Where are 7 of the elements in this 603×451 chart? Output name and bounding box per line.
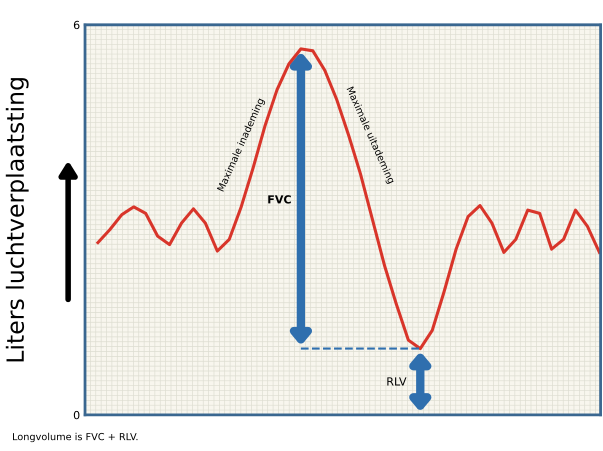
text: Longvolume is FVC + RLV. — [13, 432, 138, 442]
line-series — [96, 47, 601, 350]
y-axis-title: Liters luchtverplaatsting — [6, 78, 29, 362]
annotation: FVC — [268, 195, 291, 204]
y-tick-label: 6 — [74, 20, 80, 30]
y-tick-label: 0 — [74, 410, 80, 420]
annotation: RLV — [387, 377, 406, 386]
